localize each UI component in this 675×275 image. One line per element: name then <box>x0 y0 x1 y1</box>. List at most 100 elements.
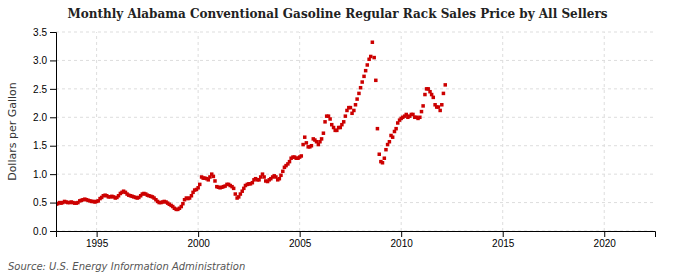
tick-mark <box>50 89 56 90</box>
annotation: Source: U.S. Energy Information Administ… <box>8 261 245 272</box>
tick-mark <box>50 231 56 232</box>
point <box>376 127 380 130</box>
tick: 2.5 <box>33 84 56 95</box>
tick-mark <box>50 117 56 118</box>
tick-mark <box>401 231 402 237</box>
point <box>360 80 364 84</box>
point <box>323 120 327 124</box>
point <box>420 110 424 114</box>
tick-label: 2.5 <box>33 84 47 95</box>
point <box>437 105 441 109</box>
grid-line <box>502 32 503 231</box>
point <box>303 135 307 139</box>
tick-mark <box>50 32 56 33</box>
y-axis-title: Dollars per Gallon <box>6 82 19 181</box>
point <box>423 93 427 97</box>
point <box>320 137 324 141</box>
point <box>213 179 217 183</box>
tick: 2005 <box>289 231 312 249</box>
tick-mark <box>50 60 56 61</box>
point <box>181 202 185 206</box>
point <box>381 161 385 165</box>
tick-mark <box>97 231 98 237</box>
point <box>232 187 236 191</box>
point <box>418 116 422 120</box>
point <box>364 69 368 73</box>
tick-mark <box>50 146 56 147</box>
grid-line <box>56 88 655 89</box>
point <box>328 117 332 121</box>
tick: 1.0 <box>33 169 56 180</box>
axis-line <box>57 232 656 238</box>
tick-label: 2010 <box>391 238 414 249</box>
tick: 2.0 <box>33 112 56 123</box>
chart: 1995 2000 2005 2010 2015 2020 0.0 0.5 1.0 1.5 2.0 2… <box>0 0 675 275</box>
point <box>300 154 304 158</box>
y-axis: 0.0 0.5 1.0 1.5 2.0 2.5 3.0 3.5 <box>33 27 56 237</box>
tick-mark <box>503 231 504 237</box>
point <box>378 152 382 156</box>
grid-line <box>56 60 655 61</box>
point <box>354 103 358 107</box>
point <box>362 75 366 79</box>
tick: 1.5 <box>33 140 56 151</box>
tick: 3.0 <box>33 55 56 66</box>
point <box>279 174 283 178</box>
point <box>305 141 309 145</box>
grid <box>56 32 655 231</box>
point <box>281 170 285 174</box>
tick-label: 2015 <box>492 238 515 249</box>
tick: 2020 <box>594 231 617 249</box>
point <box>310 144 314 148</box>
point <box>349 106 353 110</box>
point <box>322 131 326 135</box>
tick-label: 2.0 <box>33 112 47 123</box>
tick-mark <box>604 231 605 237</box>
tick-label: 0.5 <box>33 197 47 208</box>
point <box>352 109 356 113</box>
grid-line <box>401 32 402 231</box>
point <box>369 55 373 59</box>
grid-line <box>56 32 655 33</box>
axis-line <box>50 33 57 232</box>
point <box>262 175 266 179</box>
point <box>384 148 388 152</box>
tick-label: 0.0 <box>33 226 47 237</box>
x-axis: 1995 2000 2005 2010 2015 2020 <box>57 231 656 249</box>
tick: 2010 <box>391 231 414 249</box>
point <box>344 114 348 118</box>
grid-line <box>198 32 199 231</box>
tick-label: 1995 <box>86 238 109 249</box>
tick-label: 2000 <box>188 238 211 249</box>
point <box>278 177 282 181</box>
tick: 3.5 <box>33 27 56 38</box>
point <box>383 156 387 160</box>
grid-line <box>56 202 655 203</box>
point <box>372 56 376 60</box>
point <box>355 97 359 101</box>
point <box>190 194 194 198</box>
point <box>288 160 292 164</box>
point <box>301 143 305 147</box>
point <box>212 175 216 179</box>
tick-label: 2005 <box>289 238 312 249</box>
point <box>432 96 436 100</box>
grid-line <box>56 117 655 118</box>
tick-label: 3.5 <box>33 27 47 38</box>
point <box>440 103 444 107</box>
point <box>196 186 200 190</box>
tick-label: 3.0 <box>33 55 47 66</box>
grid-line <box>299 32 300 231</box>
tick: 0.5 <box>33 197 56 208</box>
point <box>438 109 442 113</box>
tick: 2000 <box>188 231 211 249</box>
grid-line <box>56 145 655 146</box>
tick-mark <box>50 203 56 204</box>
grid-line <box>56 174 655 175</box>
tick-mark <box>300 231 301 237</box>
point <box>421 104 425 108</box>
point <box>391 135 395 139</box>
title: Monthly Alabama Conventional Gasoline Re… <box>67 7 607 21</box>
point <box>234 192 238 196</box>
tick-label: 1.0 <box>33 169 47 180</box>
